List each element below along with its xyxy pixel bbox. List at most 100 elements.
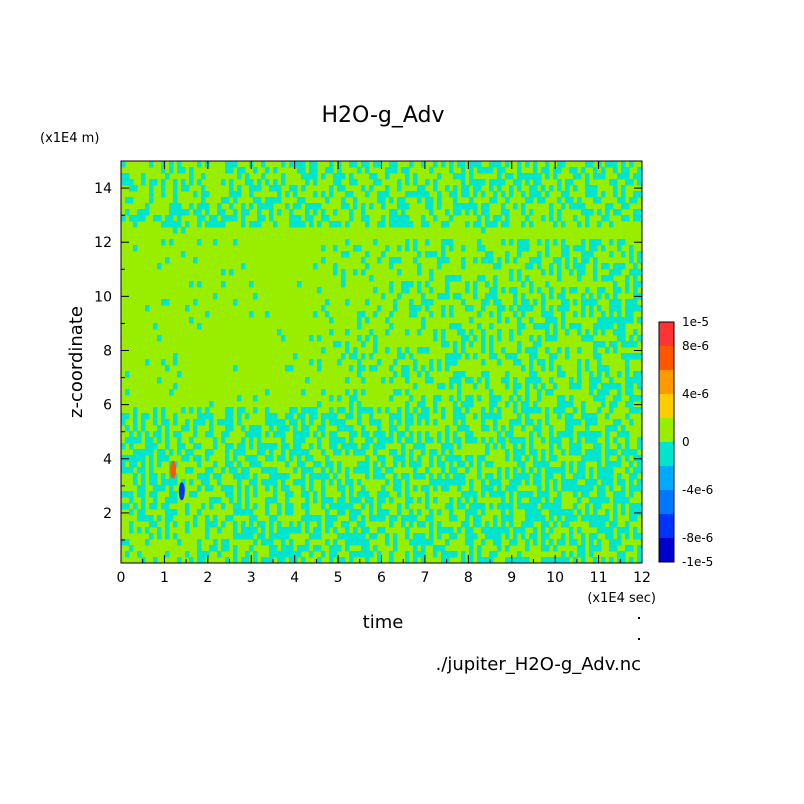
field-cell <box>481 179 486 186</box>
field-cell <box>489 167 494 174</box>
field-cell <box>305 527 310 534</box>
field-cell <box>389 521 394 528</box>
field-cell <box>353 245 358 252</box>
field-cell <box>425 221 430 228</box>
field-cell <box>349 179 354 186</box>
field-cell <box>421 215 426 222</box>
field-cell <box>561 509 566 516</box>
field-cell <box>277 197 282 204</box>
field-cell <box>157 527 162 534</box>
field-cell <box>137 431 142 438</box>
field-cell <box>617 461 622 468</box>
field-cell <box>361 533 366 540</box>
field-cell <box>597 527 602 534</box>
field-cell <box>221 431 226 438</box>
field-cell <box>581 311 586 318</box>
field-cell <box>633 173 638 180</box>
field-cell <box>501 287 506 294</box>
field-cell <box>441 443 446 450</box>
field-cell <box>281 455 286 462</box>
field-cell <box>461 503 466 510</box>
field-cell <box>261 557 266 563</box>
field-cell <box>493 263 498 270</box>
field-cell <box>565 479 570 486</box>
field-cell <box>365 251 370 258</box>
field-cell <box>429 287 434 294</box>
field-cell <box>489 221 494 228</box>
field-cell <box>533 497 538 504</box>
field-cell <box>173 431 178 438</box>
field-cell <box>525 413 530 420</box>
field-cell <box>453 479 458 486</box>
field-cell <box>213 539 218 546</box>
field-cell <box>633 449 638 456</box>
field-cell <box>637 257 642 264</box>
field-cell <box>337 173 342 180</box>
field-cell <box>585 503 590 510</box>
field-cell <box>521 443 526 450</box>
field-cell <box>489 197 494 204</box>
field-cell <box>605 263 610 270</box>
field-cell <box>385 191 390 198</box>
field-cell <box>461 419 466 426</box>
field-cell <box>505 455 510 462</box>
field-cell <box>417 539 422 546</box>
field-cell <box>437 365 442 372</box>
field-cell <box>449 383 454 390</box>
x-tick-label: 3 <box>247 570 256 586</box>
field-cell <box>589 467 594 474</box>
field-cell <box>253 491 258 498</box>
field-cell <box>373 287 378 294</box>
field-cell <box>381 191 386 198</box>
field-cell <box>393 215 398 222</box>
field-cell <box>361 311 366 318</box>
field-cell <box>517 323 522 330</box>
field-cell <box>281 485 286 492</box>
field-cell <box>497 257 502 264</box>
field-cell <box>297 521 302 528</box>
field-cell <box>149 503 154 510</box>
field-cell <box>233 449 238 456</box>
field-cell <box>193 515 198 522</box>
field-cell <box>581 239 586 246</box>
field-cell <box>613 515 618 522</box>
field-cell <box>405 497 410 504</box>
field-cell <box>557 413 562 420</box>
field-cell <box>477 473 482 480</box>
field-cell <box>565 509 570 516</box>
field-cell <box>313 473 318 480</box>
field-cell <box>549 527 554 534</box>
field-cell <box>457 425 462 432</box>
field-cell <box>509 395 514 402</box>
field-cell <box>221 485 226 492</box>
field-cell <box>489 491 494 498</box>
field-cell <box>541 305 546 312</box>
field-cell <box>165 479 170 486</box>
field-cell <box>633 455 638 462</box>
field-cell <box>613 305 618 312</box>
field-cell <box>341 197 346 204</box>
field-cell <box>529 521 534 528</box>
field-cell <box>169 497 174 504</box>
field-cell <box>121 455 126 462</box>
field-cell <box>261 203 266 210</box>
field-cell <box>465 431 470 438</box>
field-cell <box>597 287 602 294</box>
field-cell <box>433 395 438 402</box>
field-cell <box>557 257 562 264</box>
field-cell <box>445 341 450 348</box>
field-cell <box>353 395 358 402</box>
field-cell <box>385 317 390 324</box>
field-cell <box>469 341 474 348</box>
field-cell <box>309 203 314 210</box>
field-cell <box>577 527 582 534</box>
field-cell <box>533 191 538 198</box>
field-cell <box>441 449 446 456</box>
field-cell <box>621 329 626 336</box>
field-cell <box>169 239 174 246</box>
field-cell <box>173 509 178 516</box>
field-cell <box>357 401 362 408</box>
field-cell <box>325 539 330 546</box>
field-cell <box>149 521 154 528</box>
field-cell <box>129 437 134 444</box>
